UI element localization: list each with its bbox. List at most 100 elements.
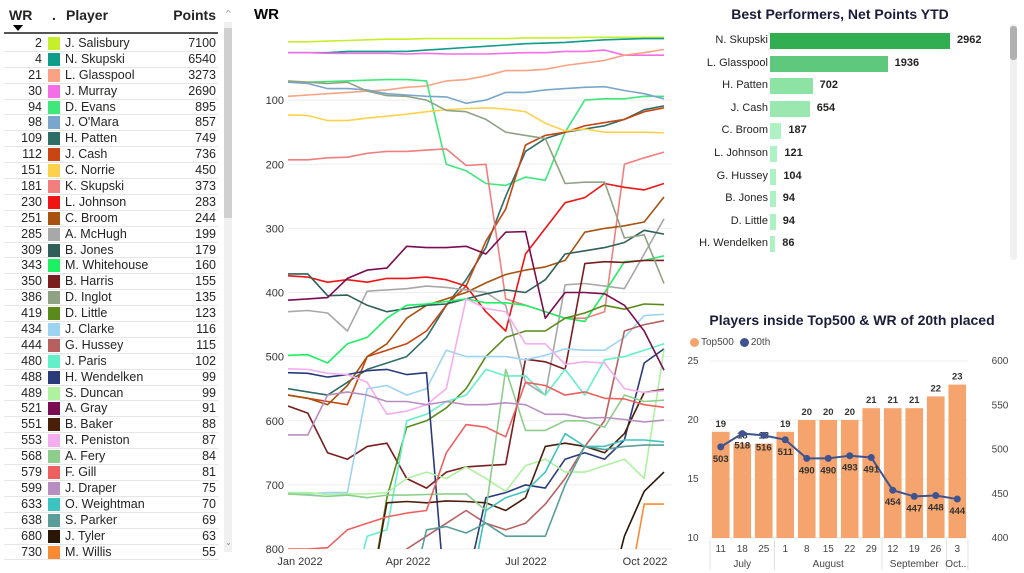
cell-wr: 285 (21, 226, 42, 241)
bar-row[interactable]: H. Patten 702 (690, 78, 990, 95)
bar-row[interactable]: G. Hussey 104 (690, 168, 990, 185)
cell-points: 373 (195, 179, 216, 194)
table-row[interactable]: 551 B. Baker 88 (4, 417, 218, 434)
cell-points: 6540 (188, 51, 216, 66)
table-row[interactable]: 488 H. Wendelken 99 (4, 370, 218, 386)
bar-value-label: 20 (823, 407, 834, 418)
player-color-swatch (48, 497, 60, 511)
table-row[interactable]: 309 B. Jones 179 (4, 243, 218, 259)
column-header-points[interactable]: Points (173, 7, 216, 23)
table-row[interactable]: 444 G. Hussey 115 (4, 338, 218, 354)
player-color-swatch (48, 52, 60, 66)
table-row[interactable]: 568 A. Fery 84 (4, 449, 218, 466)
column-header-wr[interactable]: WR (9, 7, 33, 23)
cell-player: J. Clarke (65, 322, 115, 337)
table-row[interactable]: 109 H. Patten 749 (4, 131, 218, 148)
cell-player: D. Evans (65, 99, 116, 114)
series-line-d-evans (288, 78, 664, 187)
table-row[interactable]: 230 L. Johnson 283 (4, 195, 218, 211)
table-row[interactable]: 181 K. Skupski 373 (4, 179, 218, 195)
table-row[interactable]: 680 J. Tyler 63 (4, 529, 218, 545)
table-row[interactable]: 21 L. Glasspool 3273 (4, 68, 218, 84)
y-tick-label: 600 (266, 416, 284, 428)
bar-row[interactable]: L. Glasspool 1936 (690, 55, 990, 72)
column-header-player[interactable]: Player (66, 7, 109, 23)
series-line-a-gray (288, 230, 665, 371)
table-row[interactable]: 285 A. McHugh 199 (4, 227, 218, 243)
bar[interactable] (770, 213, 776, 230)
table-row[interactable]: 251 C. Broom 244 (4, 211, 218, 227)
bar[interactable] (770, 78, 813, 95)
cell-points: 99 (202, 385, 216, 400)
table-row[interactable]: 386 D. Inglot 135 (4, 290, 218, 307)
table-row[interactable]: 730 M. Willis 55 (4, 545, 218, 561)
bar-row[interactable]: N. Skupski 2962 (690, 33, 990, 49)
bar[interactable] (770, 123, 782, 140)
bar-value-label: 21 (909, 395, 920, 406)
table-row[interactable]: 94 D. Evans 895 (4, 100, 218, 116)
table-row[interactable]: 350 B. Harris 155 (4, 274, 218, 291)
chevron-down-icon[interactable]: ⌄ (225, 538, 232, 547)
cell-points: 84 (202, 449, 216, 464)
bar-row[interactable]: C. Broom 187 (690, 123, 990, 140)
cell-player: J. Draper (65, 480, 117, 495)
bar[interactable] (770, 168, 777, 185)
table-row[interactable]: 151 C. Norrie 450 (4, 163, 218, 180)
cell-wr: 633 (21, 496, 42, 511)
table-row[interactable]: 599 J. Draper 75 (4, 481, 218, 497)
cell-player: F. Gill (65, 465, 97, 480)
series-line-s-parker (421, 444, 664, 549)
scrollbar-thumb[interactable] (224, 28, 232, 218)
table-row[interactable]: 30 J. Murray 2690 (4, 84, 218, 100)
bar-category-label: H. Wendelken (699, 237, 768, 250)
player-color-swatch (48, 243, 60, 257)
legend-item-20th[interactable]: 20th (739, 337, 770, 348)
legend-item-top500[interactable]: Top500 (690, 337, 734, 348)
bar[interactable] (770, 100, 810, 117)
player-color-swatch (48, 545, 60, 559)
bar-top500 (754, 443, 773, 538)
column-header-color[interactable]: . (52, 7, 56, 23)
table-row[interactable]: 4 N. Skupski 6540 (4, 52, 218, 68)
best-performers-scrollbar[interactable] (1010, 24, 1017, 260)
bar[interactable] (770, 55, 888, 72)
series-line-l-glasspool (288, 48, 665, 98)
bar[interactable] (770, 33, 950, 49)
table-row[interactable]: 489 S. Duncan 99 (4, 386, 218, 402)
series-line-k-skupski (288, 148, 665, 320)
table-row[interactable]: 521 A. Gray 91 (4, 401, 218, 418)
bar-row[interactable]: J. Cash 654 (690, 100, 990, 117)
bar-row[interactable]: D. Little 94 (690, 213, 990, 230)
scrollbar-thumb[interactable] (1010, 26, 1017, 60)
cell-wr: 480 (21, 353, 42, 368)
cell-wr: 488 (21, 369, 42, 384)
table-scrollbar[interactable] (224, 22, 232, 552)
table-row[interactable]: 553 R. Peniston 87 (4, 433, 218, 450)
x-tick-label: 22 (844, 544, 856, 555)
table-row[interactable]: 98 J. O'Mara 857 (4, 115, 218, 132)
bar-row[interactable]: B. Jones 94 (690, 191, 990, 208)
point-20th (953, 495, 961, 503)
series-line-d-inglot (288, 80, 665, 284)
bar[interactable] (770, 146, 778, 162)
bar-row[interactable]: L. Johnson 121 (690, 146, 990, 162)
line-value-label: 491 (863, 464, 880, 475)
bar[interactable] (770, 236, 776, 253)
bar-value-label: 23 (952, 372, 963, 383)
table-row[interactable]: 633 O. Weightman 70 (4, 497, 218, 513)
table-row[interactable]: 343 M. Whitehouse 160 (4, 258, 218, 275)
bar-row[interactable]: H. Wendelken 86 (690, 236, 990, 253)
table-row[interactable]: 2 J. Salisbury 7100 (4, 36, 218, 52)
table-row[interactable]: 419 D. Little 123 (4, 306, 218, 323)
bar[interactable] (770, 191, 776, 208)
sort-descending-arrow-icon[interactable] (13, 25, 23, 31)
legend-dot (690, 338, 699, 347)
table-row[interactable]: 434 J. Clarke 116 (4, 322, 218, 338)
table-row[interactable]: 480 J. Paris 102 (4, 354, 218, 370)
chevron-up-icon[interactable]: ^ (225, 9, 232, 18)
table-row[interactable]: 638 S. Parker 69 (4, 513, 218, 529)
table-row[interactable]: 579 F. Gill 81 (4, 465, 218, 481)
cell-wr: 30 (28, 83, 42, 98)
table-row[interactable]: 112 J. Cash 736 (4, 147, 218, 164)
table-header: WR . Player Points (4, 4, 218, 34)
